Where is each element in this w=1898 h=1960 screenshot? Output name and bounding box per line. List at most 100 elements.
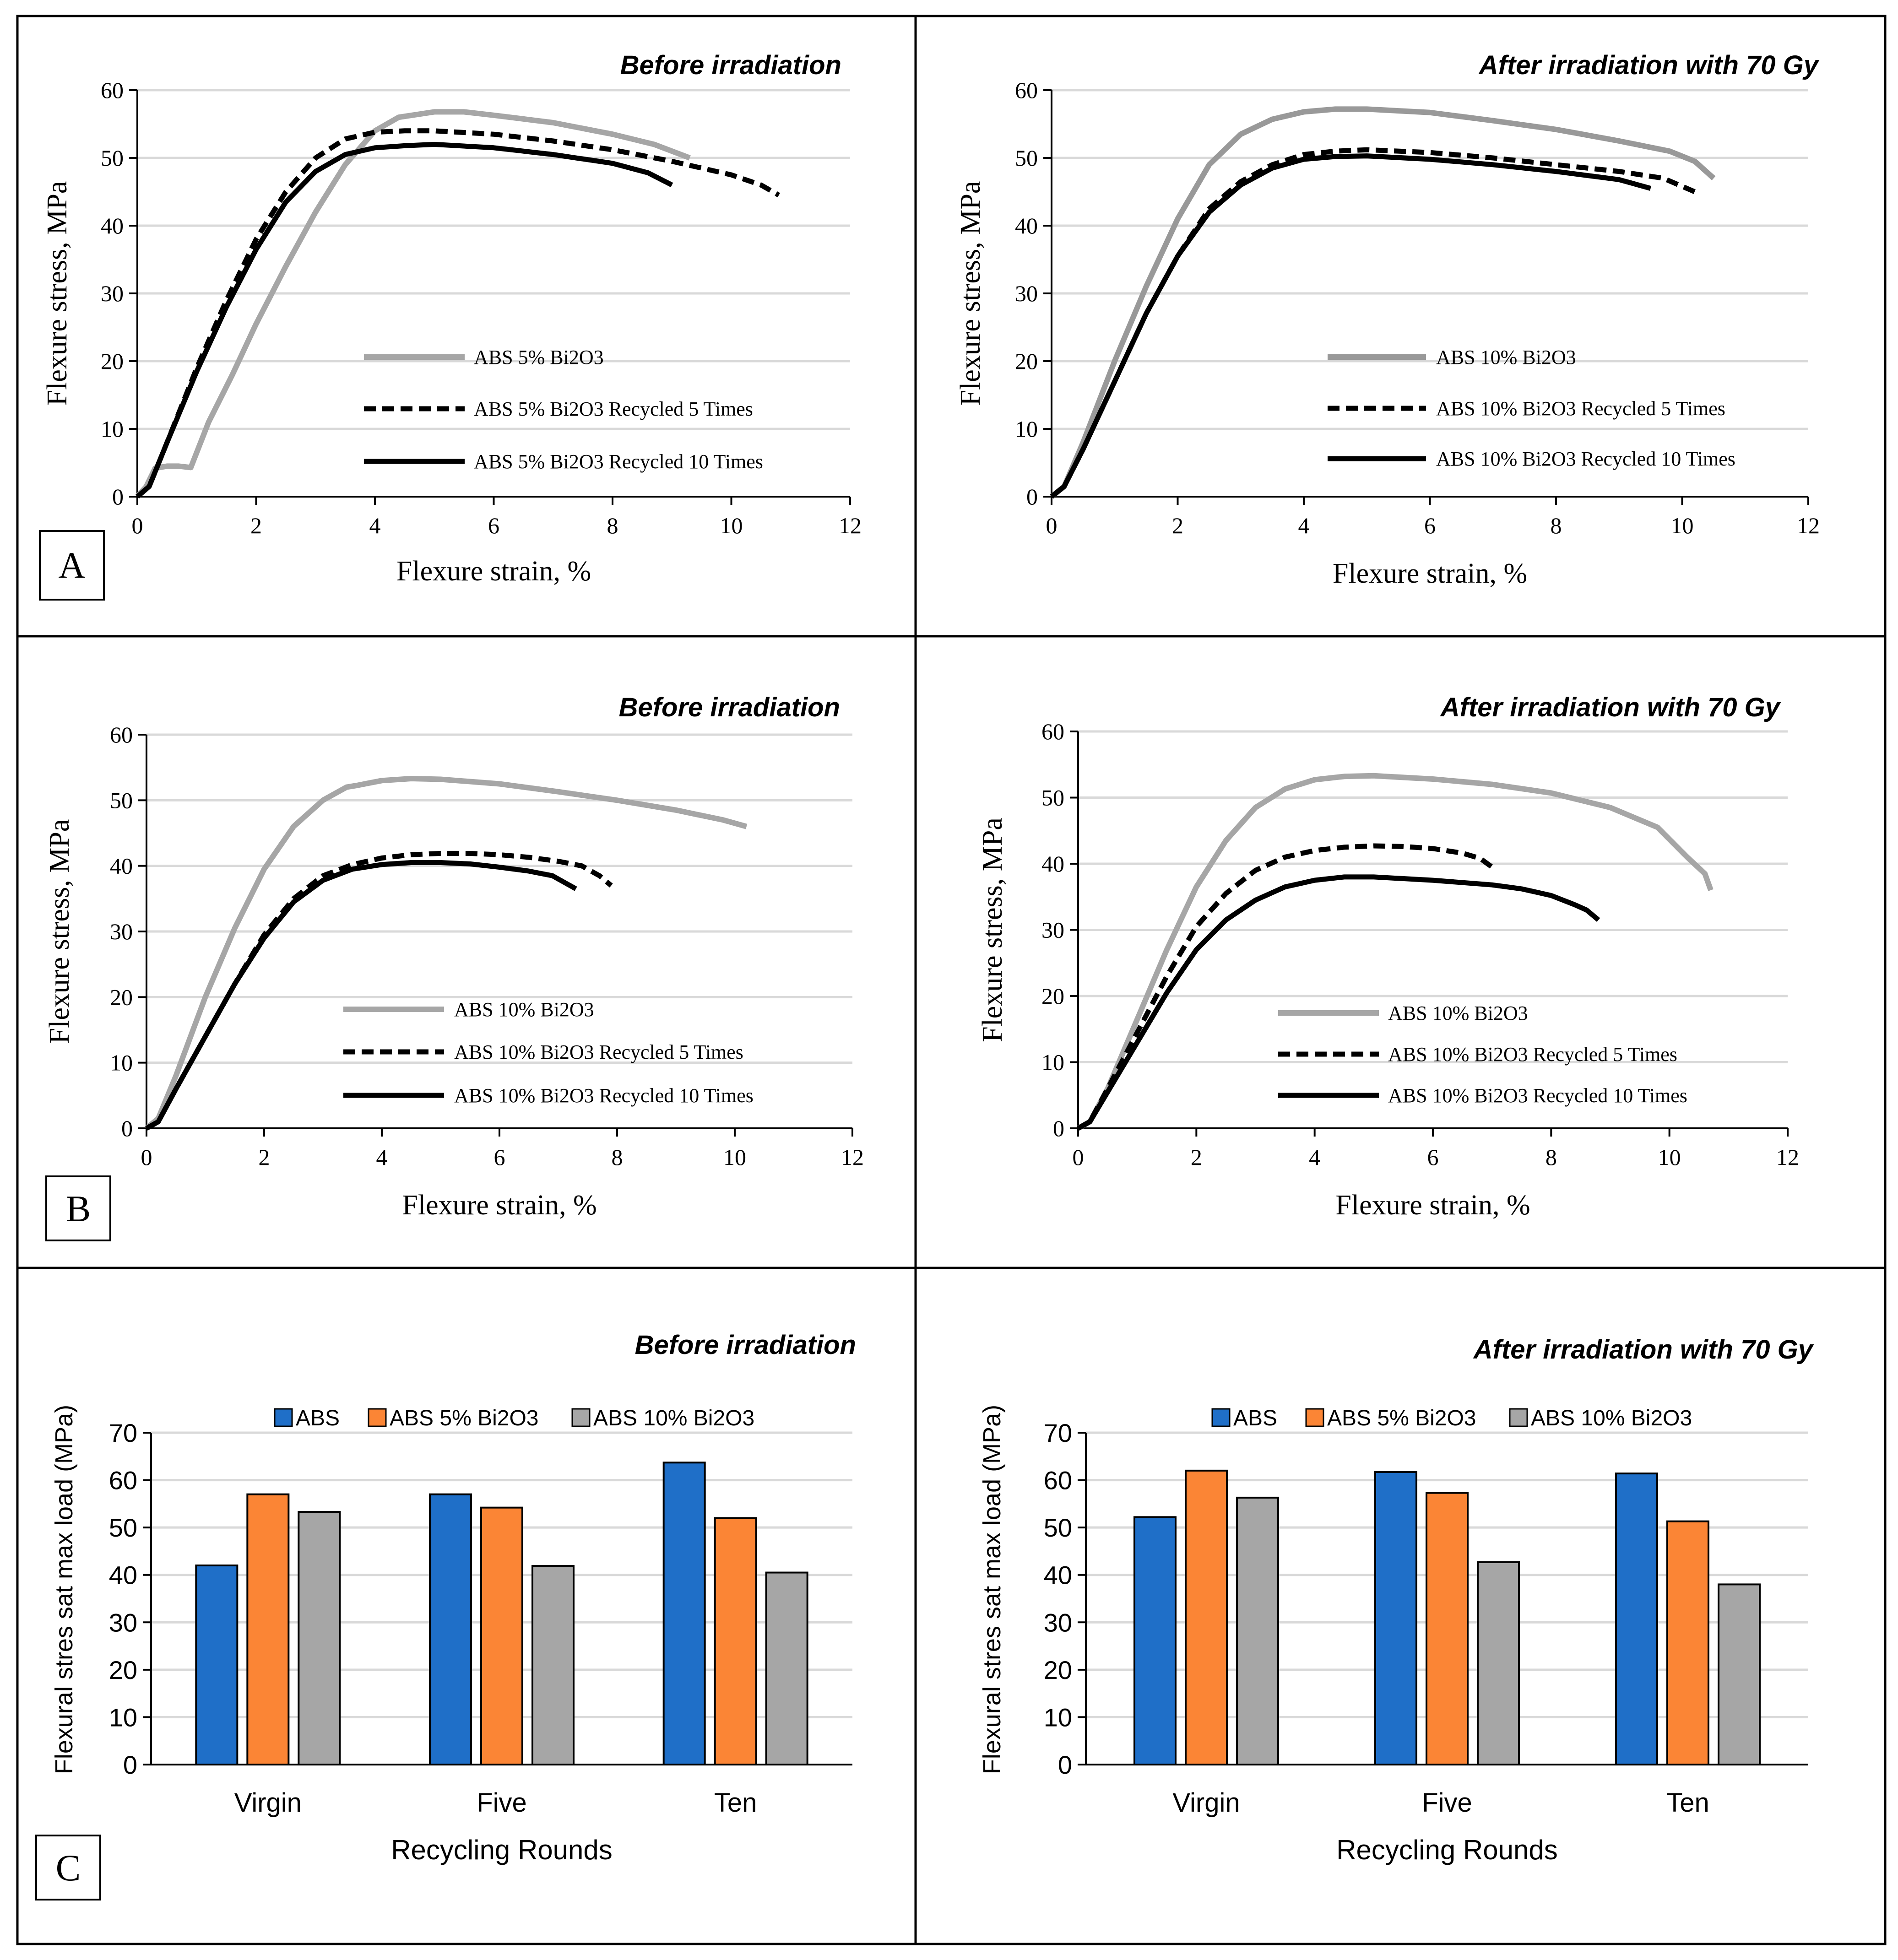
chart-c-before-irradiation: 0 10 20 30 40 50 60 70 Virgin Five Ten ABS ABS 5% Bi… (50, 1330, 856, 1865)
y-tick-label: 60 (110, 722, 133, 747)
y-tick-label: 10 (101, 416, 124, 442)
y-axis-title: Flexural stres sat max load (MPa) (50, 1405, 78, 1774)
legend-label: ABS 10% Bi2O3 (454, 998, 594, 1021)
legend-label: ABS 10% Bi2O3 Recycled 5 Times (1436, 397, 1725, 420)
x-tick-label: 10 (1671, 513, 1694, 538)
x-axis-title: Recycling Rounds (1336, 1835, 1558, 1865)
y-axis-title: Flexure stress, MPa (977, 818, 1008, 1042)
y-tick-label: 20 (1041, 983, 1064, 1009)
x-axis-title: Flexure strain, % (1335, 1190, 1530, 1221)
bar-abs-5-bi2o3-virgin (246, 1493, 290, 1765)
y-tick-label: 40 (109, 1561, 137, 1590)
legend-label: ABS 5% Bi2O3 (474, 346, 604, 368)
bar-abs-10-bi2o3-ten (765, 1571, 808, 1765)
legend-label: ABS 10% Bi2O3 (1531, 1406, 1692, 1430)
x-axis-title: Flexure strain, % (396, 556, 591, 587)
x-category-label: Virgin (1172, 1788, 1240, 1818)
chart-c-after-irradiation: 0 10 20 30 40 50 60 70 Virgin Five Ten ABS ABS 5% Bi… (978, 1335, 1814, 1865)
bar-abs-10-bi2o3-ten (1718, 1583, 1761, 1765)
x-tick-label: 8 (1546, 1144, 1557, 1170)
x-tick-label: 10 (723, 1144, 746, 1170)
series-line-abs-10-bi2o3-recycled-10-times (145, 860, 577, 1131)
legend-label: ABS 10% Bi2O3 Recycled 10 Times (1436, 448, 1735, 470)
series-line-abs-10-bi2o3-recycled-10-times (1050, 153, 1652, 499)
y-tick-label: 10 (1041, 1050, 1064, 1075)
chart-a-before-irradiation: 0 10 20 30 40 50 60 0 2 4 6 8 10 12 ABS 5% Bi2O3 ABS 5%… (42, 50, 862, 587)
y-tick-label: 60 (101, 77, 124, 103)
chart-b-after-irradiation: 0 10 20 30 40 50 60 0 2 4 6 8 10 12 ABS 10% Bi2O3 ABS 1… (977, 693, 1799, 1221)
panel-label-b: B (45, 1175, 111, 1241)
bar-abs-virgin (195, 1565, 239, 1765)
legend-label: ABS 10% Bi2O3 Recycled 5 Times (1388, 1043, 1677, 1066)
bar-abs-virgin (1133, 1516, 1177, 1766)
legend-label: ABS (1233, 1406, 1277, 1430)
legend-swatch-abs (274, 1408, 293, 1427)
y-tick-label: 30 (109, 1608, 137, 1637)
legend-label: ABS 5% Bi2O3 (390, 1406, 539, 1430)
y-tick-label: 40 (1044, 1561, 1072, 1590)
panel-label-a: A (39, 530, 105, 601)
legend-label: ABS 10% Bi2O3 Recycled 5 Times (454, 1041, 743, 1063)
y-tick-label: 60 (109, 1466, 137, 1495)
chart-title: Before irradiation (635, 1330, 856, 1360)
y-tick-label: 70 (1044, 1419, 1072, 1447)
y-tick-label: 30 (101, 281, 124, 306)
y-tick-label: 10 (109, 1703, 137, 1732)
series-line-abs-10-bi2o3-recycled-10-times (1077, 874, 1600, 1131)
y-tick-label: 0 (121, 1115, 133, 1141)
y-tick-label: 60 (1015, 77, 1038, 103)
x-tick-label: 4 (1298, 513, 1310, 538)
y-tick-label: 50 (109, 1513, 137, 1542)
y-tick-label: 50 (1044, 1513, 1072, 1542)
x-tick-label: 8 (607, 513, 618, 538)
y-tick-label: 0 (1026, 484, 1038, 509)
x-tick-label: 6 (488, 513, 499, 538)
x-axis-title: Flexure strain, % (1333, 558, 1527, 589)
bar-abs-ten (1615, 1473, 1658, 1766)
bar-abs-10-bi2o3-five (1477, 1561, 1520, 1765)
bar-abs-five (429, 1493, 472, 1765)
x-category-label: Ten (714, 1788, 757, 1818)
svg-text:C: C (56, 1847, 81, 1889)
legend-label: ABS 10% Bi2O3 Recycled 10 Times (454, 1084, 754, 1107)
x-category-label: Five (477, 1788, 527, 1818)
x-tick-label: 10 (1658, 1144, 1681, 1170)
legend-swatch-abs-10-bi2o3 (571, 1408, 591, 1427)
y-tick-label: 10 (110, 1050, 133, 1076)
y-axis-title: Flexure stress, MPa (955, 181, 986, 406)
y-axis-title: Flexural stres sat max load (MPa) (978, 1405, 1006, 1774)
legend-label: ABS (296, 1406, 340, 1430)
x-tick-label: 6 (1427, 1144, 1439, 1170)
y-tick-label: 0 (1053, 1115, 1064, 1141)
bar-abs-5-bi2o3-five (480, 1506, 523, 1765)
y-tick-label: 40 (1041, 851, 1064, 877)
series-line-abs-10-bi2o3 (1050, 106, 1716, 499)
chart-title: Before irradiation (620, 50, 841, 80)
legend-label: ABS 5% Bi2O3 (1327, 1406, 1476, 1430)
y-tick-label: 20 (1044, 1656, 1072, 1684)
y-tick-label: 0 (123, 1750, 137, 1779)
svg-text:B: B (66, 1188, 91, 1229)
chart-title: After irradiation with 70 Gy (1440, 693, 1781, 722)
y-tick-label: 0 (1058, 1750, 1072, 1779)
x-tick-label: 0 (1046, 513, 1057, 538)
chart-title: After irradiation with 70 Gy (1478, 50, 1820, 80)
chart-title: After irradiation with 70 Gy (1473, 1335, 1814, 1364)
y-tick-label: 10 (1044, 1703, 1072, 1732)
bar-abs-5-bi2o3-virgin (1185, 1469, 1228, 1766)
y-tick-label: 50 (110, 787, 133, 813)
bar-abs-5-bi2o3-five (1426, 1492, 1469, 1765)
series-line-abs-5-bi2o3 (135, 109, 691, 498)
legend-label: ABS 10% Bi2O3 (1436, 346, 1576, 368)
legend-label: ABS 10% Bi2O3 Recycled 10 Times (1388, 1084, 1687, 1107)
y-tick-label: 60 (1041, 719, 1064, 744)
bar-abs-10-bi2o3-five (531, 1565, 575, 1765)
x-category-label: Ten (1666, 1788, 1709, 1818)
bar-abs-ten (662, 1462, 706, 1765)
y-tick-label: 50 (1041, 785, 1064, 811)
x-category-label: Virgin (234, 1788, 302, 1818)
x-tick-label: 8 (612, 1144, 623, 1170)
bar-abs-5-bi2o3-ten (714, 1517, 757, 1765)
x-tick-label: 4 (369, 513, 381, 538)
legend-label: ABS 5% Bi2O3 Recycled 5 Times (474, 398, 753, 420)
